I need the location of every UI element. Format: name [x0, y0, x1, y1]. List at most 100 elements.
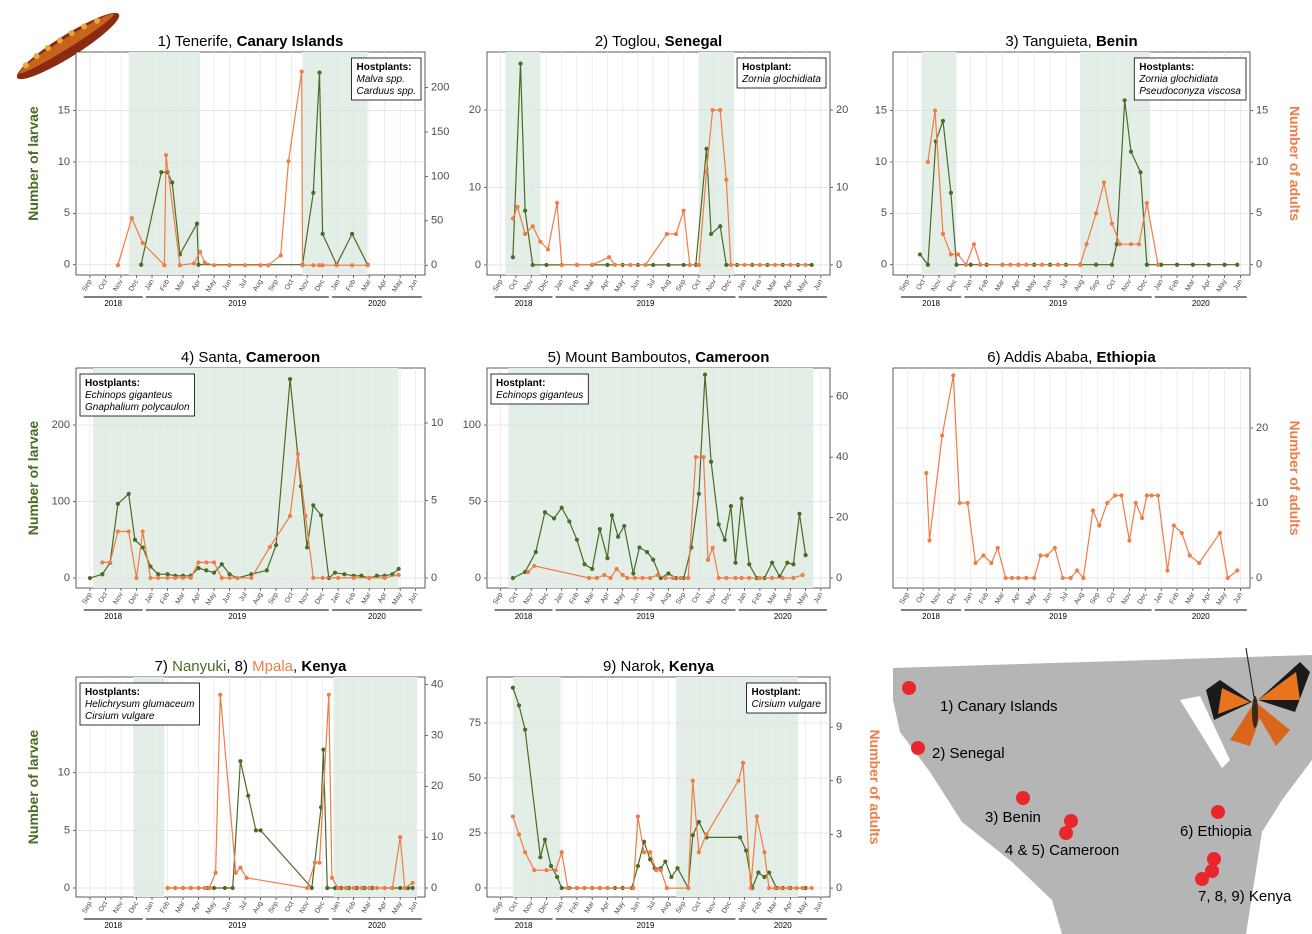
data-point — [666, 571, 671, 576]
data-point — [544, 868, 549, 873]
x-tick-label: Sep — [675, 591, 687, 605]
map-label: 4 & 5) Cameroon — [1005, 842, 1119, 859]
data-point — [664, 231, 669, 237]
data-point — [788, 262, 793, 268]
x-tick-label: Nov — [299, 591, 312, 606]
x-tick-label: Jan — [330, 900, 342, 913]
data-point — [791, 562, 796, 567]
data-point — [686, 885, 691, 891]
x-tick-label: Aug — [660, 900, 672, 914]
season-band — [505, 52, 541, 275]
season-band — [508, 368, 814, 588]
data-point — [762, 850, 767, 855]
x-tick-label: May — [1025, 591, 1038, 606]
data-point — [523, 569, 528, 575]
x-tick-label: Nov — [1121, 278, 1134, 293]
data-point — [555, 874, 560, 880]
hostplant-heading: Hostplants: — [85, 378, 140, 389]
x-tick-label: Apr — [600, 278, 612, 292]
x-tick-label: May — [391, 278, 404, 293]
data-point — [1078, 262, 1083, 267]
data-point — [924, 470, 929, 476]
x-tick-label: Sep — [268, 591, 280, 605]
data-point — [614, 566, 619, 572]
data-point — [278, 253, 283, 258]
data-point — [1235, 568, 1240, 573]
y2-tick-label: 6 — [836, 775, 842, 787]
data-point — [1016, 575, 1021, 581]
data-point — [1044, 553, 1050, 558]
x-tick-label: Oct — [1106, 591, 1118, 604]
data-point — [382, 575, 387, 581]
y-tick-label: 10 — [58, 156, 70, 168]
data-point — [800, 572, 805, 578]
data-point — [318, 513, 324, 518]
data-point — [134, 575, 139, 581]
data-point — [320, 575, 325, 581]
x-tick-label: Mar — [584, 900, 596, 915]
data-point — [320, 231, 325, 236]
data-point — [917, 252, 923, 257]
data-point — [637, 545, 642, 550]
x-tick-label: Apr — [377, 900, 389, 914]
y2-tick-label: 20 — [431, 780, 443, 792]
chart-panel: Sep Oct Nov Dec Jan Feb Mar Apr May Jun Jul Aug Sep O… — [469, 658, 883, 930]
data-point — [140, 545, 145, 550]
data-point — [510, 575, 516, 581]
chart-panel: Sep Oct Nov Dec Jan Feb Mar Apr May Jun Jul Aug Sep O… — [469, 33, 849, 308]
data-point — [681, 262, 686, 268]
data-point — [773, 262, 778, 268]
hostplant-heading: Hostplant: — [742, 62, 791, 73]
data-point — [696, 819, 701, 825]
x-tick-label: Dec — [314, 278, 327, 293]
y-axis-title: Number of larvae — [25, 730, 41, 845]
year-label: 2019 — [228, 299, 246, 308]
data-point — [533, 549, 538, 555]
year-label: 2018 — [104, 612, 122, 621]
x-tick-label: Apr — [783, 900, 795, 914]
data-point — [1140, 515, 1145, 521]
x-tick-label: Jun — [222, 900, 234, 913]
data-point — [718, 224, 723, 229]
data-point — [779, 885, 784, 891]
x-tick-label: Nov — [523, 278, 536, 293]
hostplant-name: Cirsium vulgare — [85, 711, 155, 722]
data-point — [605, 885, 610, 891]
x-tick-label: Jun — [813, 900, 825, 913]
x-tick-label: Apr — [783, 591, 795, 605]
data-point — [1235, 262, 1240, 267]
year-label: 2018 — [104, 299, 122, 308]
x-tick-label: Mar — [361, 591, 373, 606]
data-point — [957, 500, 962, 506]
x-tick-label: Oct — [98, 900, 110, 913]
data-point — [1133, 500, 1138, 506]
x-tick-label: Jun — [630, 900, 642, 913]
data-point — [644, 549, 650, 555]
x-tick-label: Dec — [721, 900, 734, 915]
data-point — [747, 562, 752, 567]
x-tick-label: Jan — [330, 591, 342, 604]
data-point — [612, 262, 618, 268]
data-point — [300, 263, 305, 268]
x-tick-label: Jan — [963, 278, 975, 291]
x-tick-label: Feb — [569, 591, 581, 605]
data-point — [963, 262, 969, 267]
data-point — [1187, 553, 1192, 558]
data-point — [590, 566, 595, 571]
x-tick-label: Apr — [191, 900, 203, 914]
y2-tick-label: 0 — [836, 572, 842, 584]
x-tick-label: Nov — [523, 900, 536, 915]
data-point — [1171, 523, 1176, 528]
title-part: Benin — [1096, 33, 1138, 50]
title-part: 3) Tanguieta, — [1005, 33, 1096, 50]
data-point — [769, 560, 775, 565]
year-label: 2018 — [104, 921, 122, 930]
data-point — [654, 868, 659, 873]
data-point — [273, 543, 279, 548]
y-tick-label: 0 — [475, 259, 481, 271]
y2-axis-title: Number of adults — [867, 729, 883, 844]
x-tick-label: Apr — [377, 278, 389, 292]
year-label: 2019 — [637, 921, 655, 930]
year-label: 2019 — [228, 612, 246, 621]
data-point — [739, 496, 744, 501]
